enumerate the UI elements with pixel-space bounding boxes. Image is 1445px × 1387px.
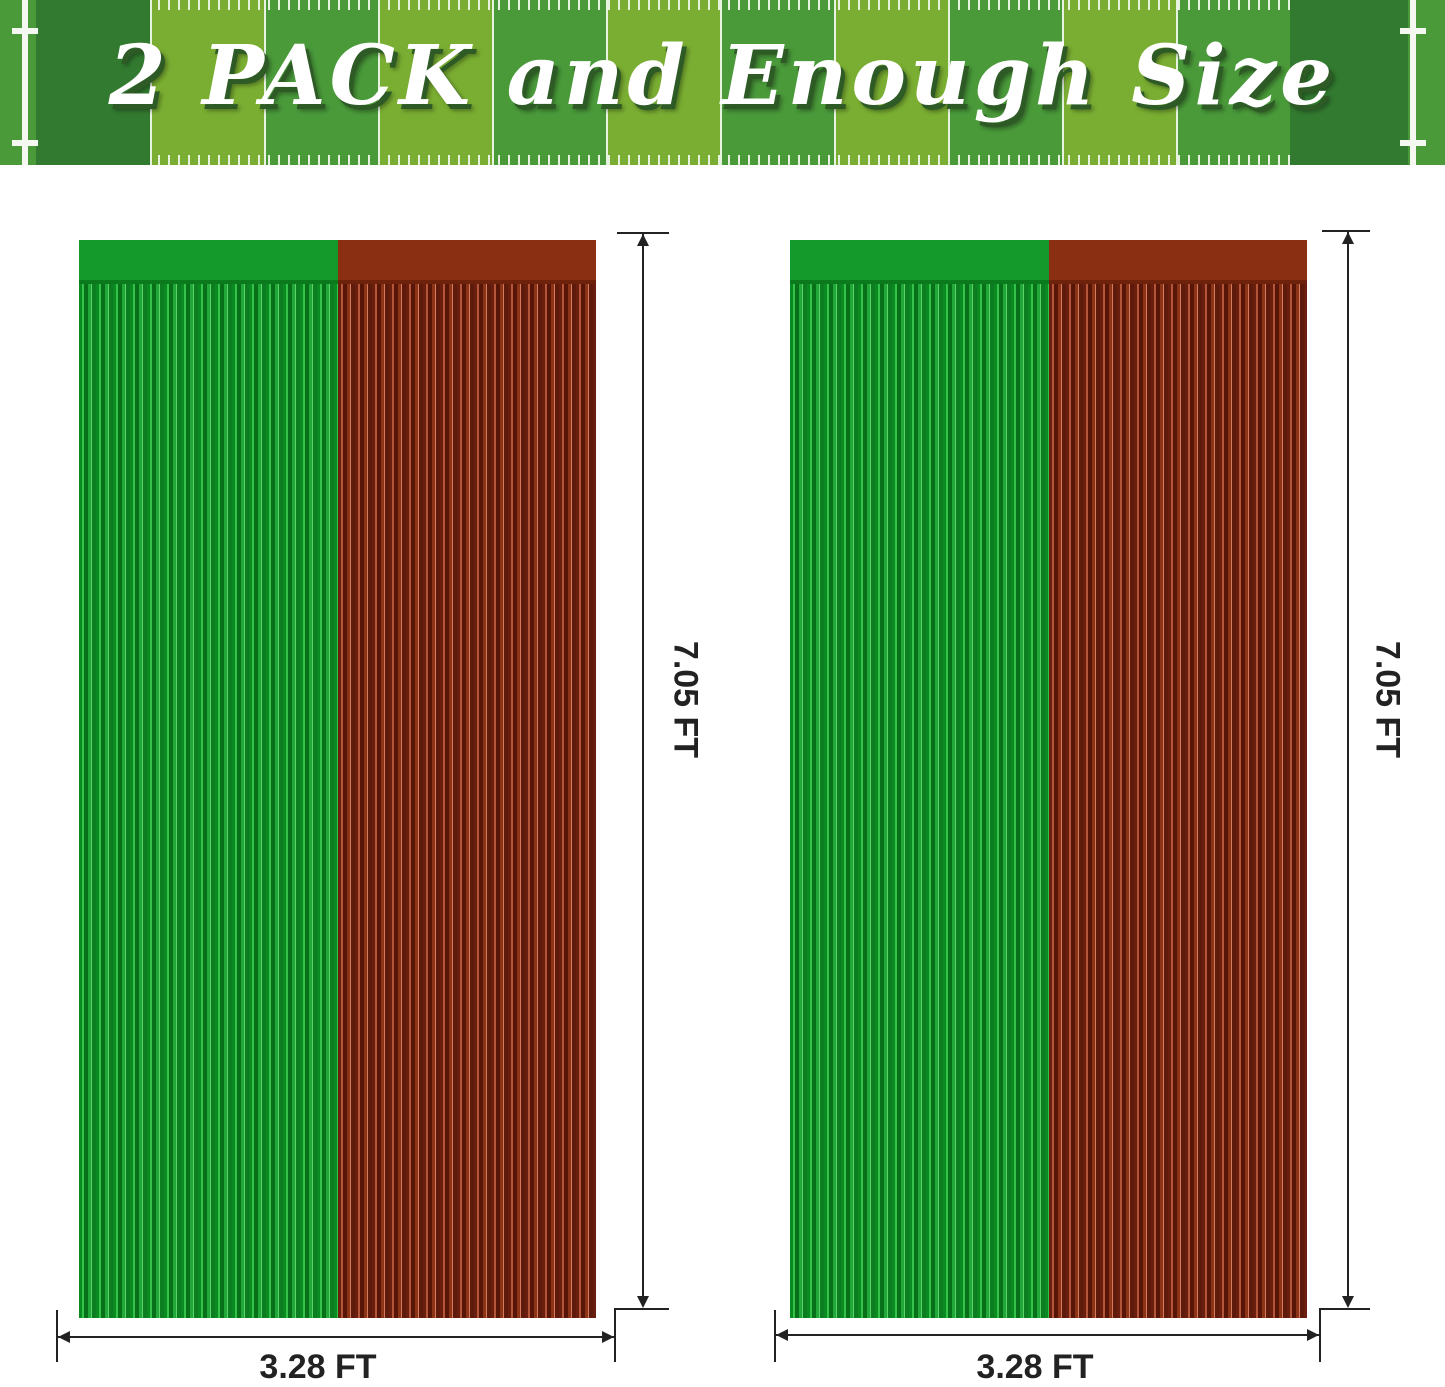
height-label: 7.05 FT — [666, 640, 705, 759]
goal-line-right — [1400, 0, 1426, 165]
brown-fringe-curtain — [1048, 240, 1307, 1318]
width-label: 3.28 FT — [259, 1348, 377, 1386]
field-stripe — [948, 0, 1062, 165]
goal-line-left — [12, 0, 38, 165]
curtain-pack-2 — [790, 240, 1307, 1318]
curtain-pack-1 — [79, 240, 596, 1318]
banner-title: 2 PACK and Enough Size — [108, 28, 1337, 124]
field-stripe — [264, 0, 378, 165]
hash-marks — [150, 0, 1290, 10]
field-stripe — [492, 0, 606, 165]
green-fringe-curtain — [790, 240, 1049, 1318]
brown-fringe-curtain — [337, 240, 596, 1318]
end-zone-left — [36, 0, 154, 165]
end-zone-right — [1290, 0, 1408, 165]
field-stripe — [606, 0, 720, 165]
width-label: 3.28 FT — [976, 1348, 1094, 1386]
hash-marks — [150, 155, 1290, 165]
field-stripe — [1176, 0, 1290, 165]
field-stripe — [378, 0, 492, 165]
banner: 2 PACK and Enough Size — [0, 0, 1445, 165]
height-label: 7.05 FT — [1368, 640, 1407, 759]
field-stripe — [1062, 0, 1176, 165]
field-stripe — [150, 0, 264, 165]
field-stripe — [720, 0, 834, 165]
green-fringe-curtain — [79, 240, 338, 1318]
field-stripe — [834, 0, 948, 165]
